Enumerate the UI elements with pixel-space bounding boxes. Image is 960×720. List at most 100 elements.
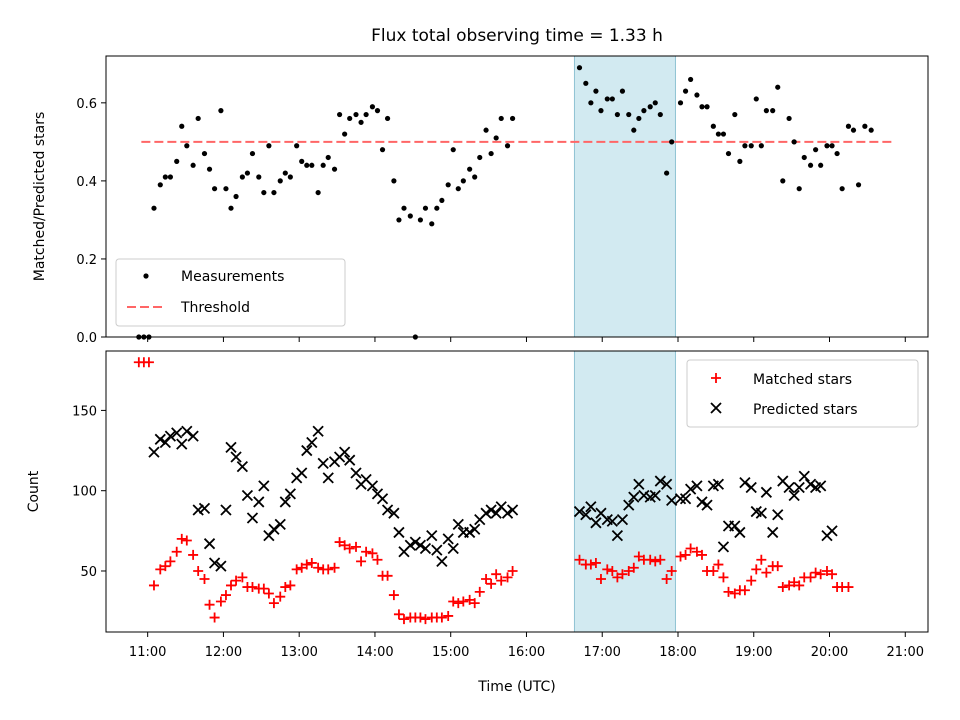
data-point — [372, 554, 383, 565]
data-point — [190, 162, 196, 168]
data-point — [361, 546, 372, 557]
data-point — [611, 530, 624, 542]
data-point — [312, 425, 324, 437]
x-tick-label: 14:00 — [356, 645, 393, 660]
data-point — [760, 486, 773, 498]
data-point — [737, 158, 743, 164]
data-point — [756, 554, 767, 565]
data-point — [452, 518, 464, 531]
data-point — [309, 162, 315, 168]
data-point — [381, 504, 394, 516]
y-axis-label: Count — [26, 470, 42, 512]
data-point — [280, 582, 291, 593]
data-point — [287, 174, 293, 180]
data-point — [162, 174, 168, 180]
data-point — [148, 580, 159, 591]
legend-marker-predicted — [710, 402, 722, 414]
data-point — [636, 115, 642, 122]
data-point — [652, 100, 658, 106]
data-point — [344, 454, 356, 466]
data-point — [742, 143, 748, 149]
data-point — [485, 504, 497, 516]
data-point — [602, 564, 613, 575]
data-point — [460, 178, 466, 184]
data-point — [807, 162, 814, 168]
data-point — [502, 572, 513, 583]
data-point — [628, 562, 639, 573]
x-tick-label: 13:00 — [280, 645, 317, 660]
data-point — [382, 570, 393, 581]
x-tick-label: 15:00 — [432, 645, 469, 660]
data-point — [677, 100, 684, 106]
data-point — [220, 590, 231, 601]
data-point — [429, 221, 435, 227]
data-point — [209, 612, 220, 623]
data-point — [660, 478, 673, 490]
data-point — [261, 189, 267, 196]
x-tick-label: 20:00 — [811, 645, 848, 660]
data-point — [789, 577, 800, 588]
data-point — [422, 205, 429, 211]
data-point — [215, 596, 226, 607]
data-point — [609, 96, 615, 102]
data-point — [647, 104, 653, 110]
data-point — [230, 451, 242, 463]
data-point — [739, 585, 750, 596]
data-point — [574, 554, 585, 565]
data-point — [588, 100, 594, 106]
data-point — [793, 481, 805, 494]
data-point — [504, 143, 511, 149]
data-point — [256, 174, 262, 180]
data-point — [585, 559, 596, 570]
data-point — [657, 111, 663, 118]
data-point — [151, 205, 157, 211]
data-point — [845, 123, 852, 129]
data-point — [176, 533, 187, 544]
data-point — [509, 115, 516, 122]
data-point — [277, 178, 283, 184]
data-point — [619, 88, 626, 94]
data-point — [206, 166, 213, 172]
flux-ratio-panel: 0.0 0.2 0.4 0.6 Matched/Predicted stars Flux … — [32, 26, 929, 346]
x-tick-label: 19:00 — [735, 645, 772, 660]
data-point — [715, 131, 721, 137]
data-point — [696, 549, 707, 560]
x-tick-label: 12:00 — [205, 645, 242, 660]
data-point — [458, 596, 469, 607]
data-point — [347, 115, 353, 122]
data-point — [815, 480, 827, 492]
data-point — [160, 561, 171, 572]
data-point — [498, 115, 504, 122]
data-point — [751, 564, 762, 575]
star-count-panel: 50 100 150 11:00 12:00 13:00 14:00 15:00 16:00 17… — [26, 350, 929, 695]
data-point — [798, 470, 810, 482]
data-point — [746, 575, 757, 586]
data-point — [301, 444, 313, 457]
data-point — [453, 598, 464, 609]
y-tick-label: 100 — [72, 485, 97, 500]
data-point — [304, 162, 310, 168]
x-tick-label: 21:00 — [887, 645, 924, 660]
data-point — [661, 574, 672, 585]
legend-label-predicted: Predicted stars — [753, 402, 858, 418]
data-point — [791, 139, 797, 145]
data-point — [285, 580, 296, 591]
data-point — [682, 88, 689, 94]
data-point — [291, 564, 302, 575]
data-point — [266, 143, 272, 149]
data-point — [268, 598, 279, 609]
data-point — [862, 123, 868, 129]
x-tick-label: 11:00 — [129, 645, 166, 660]
data-point — [296, 467, 308, 479]
data-point — [220, 504, 232, 516]
data-point — [342, 131, 348, 137]
y-tick-label: 0.2 — [76, 253, 97, 268]
data-point — [414, 539, 427, 551]
data-point — [315, 189, 321, 196]
data-point — [590, 557, 601, 568]
data-point — [258, 480, 270, 492]
data-point — [249, 150, 256, 157]
data-point — [810, 567, 821, 578]
data-point — [691, 480, 703, 492]
data-point — [739, 477, 751, 489]
